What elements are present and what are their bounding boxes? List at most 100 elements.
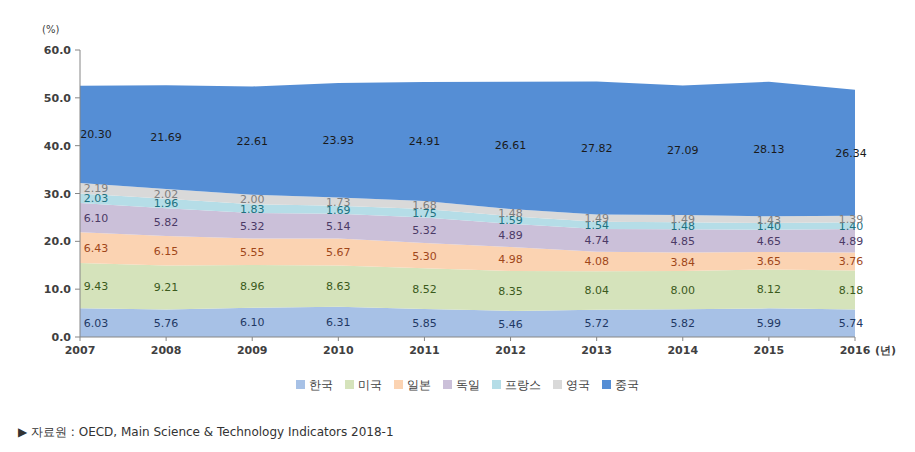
legend-swatch — [296, 380, 305, 389]
data-label: 1.49 — [671, 213, 696, 226]
data-label: 27.09 — [667, 144, 699, 157]
data-label: 24.91 — [409, 135, 441, 148]
legend: 한국 미국 일본 독일 프랑스 영국 중국 — [296, 378, 639, 392]
data-label: 4.89 — [839, 235, 864, 248]
data-label: 1.48 — [498, 207, 523, 220]
legend-item: 중국 — [602, 378, 639, 392]
areas — [80, 81, 855, 337]
data-label: 5.46 — [498, 318, 523, 331]
x-tick — [166, 337, 167, 341]
data-label: 8.04 — [584, 284, 609, 297]
data-label: 26.61 — [495, 139, 527, 152]
y-tick-label: 0.0 — [52, 331, 72, 344]
legend-item: 영국 — [553, 378, 590, 392]
y-tick — [75, 50, 80, 51]
area — [80, 263, 855, 311]
x-tick — [338, 337, 339, 341]
x-tick — [682, 337, 683, 341]
x-tick-label: 2008 — [151, 344, 182, 357]
x-tick — [252, 337, 253, 341]
data-label: 3.84 — [671, 256, 696, 269]
legend-label: 영국 — [566, 378, 590, 392]
data-labels: 6.035.766.106.315.855.465.725.825.995.74… — [80, 128, 867, 331]
y-tick — [75, 241, 80, 242]
y-tick-label: 30.0 — [44, 188, 71, 201]
x-tick-label: 2010 — [323, 344, 354, 357]
x-tick — [510, 337, 511, 341]
data-label: 4.85 — [671, 235, 696, 248]
data-label: 1.49 — [584, 212, 609, 225]
legend-swatch — [553, 380, 562, 389]
data-label: 27.82 — [581, 142, 613, 155]
legend-swatch — [345, 380, 354, 389]
data-label: 5.99 — [757, 317, 782, 330]
data-label: 5.72 — [584, 317, 609, 330]
x-tick — [80, 337, 81, 341]
data-label: 4.89 — [498, 229, 523, 242]
data-label: 1.39 — [839, 213, 864, 226]
data-label: 8.52 — [412, 283, 437, 296]
data-label: 5.32 — [240, 220, 265, 233]
data-label: 9.43 — [84, 280, 109, 293]
y-tick-label: 50.0 — [44, 92, 71, 105]
x-tick-label: 2013 — [581, 344, 612, 357]
legend-item: 프랑스 — [492, 378, 541, 392]
y-tick-label: 40.0 — [44, 140, 71, 153]
data-label: 3.65 — [757, 255, 782, 268]
data-label: 2.02 — [154, 188, 179, 201]
x-tick — [424, 337, 425, 341]
data-label: 8.12 — [757, 283, 782, 296]
legend-item: 일본 — [394, 378, 431, 392]
data-label: 1.73 — [326, 196, 351, 209]
legend-label: 미국 — [358, 378, 382, 392]
data-label: 8.63 — [326, 280, 351, 293]
data-label: 6.31 — [326, 316, 351, 329]
y-tick — [75, 145, 80, 146]
x-tick — [596, 337, 597, 341]
y-tick — [75, 289, 80, 290]
data-label: 6.15 — [154, 245, 179, 258]
data-label: 5.82 — [671, 317, 696, 330]
legend-label: 일본 — [407, 378, 431, 392]
data-label: 4.65 — [757, 235, 782, 248]
data-label: 5.55 — [240, 246, 265, 259]
legend-label: 독일 — [456, 378, 480, 392]
data-label: 23.93 — [323, 134, 355, 147]
data-label: 5.82 — [154, 216, 179, 229]
legend-label: 한국 — [309, 378, 333, 392]
data-label: 4.08 — [584, 255, 609, 268]
y-tick — [75, 193, 80, 194]
data-label: 6.03 — [84, 317, 109, 330]
legend-item: 독일 — [443, 378, 480, 392]
x-axis-line — [80, 337, 855, 338]
axes: 0.010.020.030.040.050.060.02007200820092… — [44, 44, 871, 357]
data-label: 2.00 — [240, 193, 265, 206]
y-tick — [75, 97, 80, 98]
y-axis-label: (%) — [42, 24, 59, 35]
legend-swatch — [394, 380, 403, 389]
data-label: 5.30 — [412, 250, 437, 263]
data-label: 20.30 — [80, 128, 112, 141]
data-label: 1.43 — [757, 214, 782, 227]
x-axis-label: (년) — [875, 344, 896, 357]
data-label: 8.35 — [498, 285, 523, 298]
x-tick-label: 2016 — [840, 344, 871, 357]
data-label: 6.43 — [84, 242, 109, 255]
y-tick-label: 60.0 — [44, 44, 71, 57]
data-label: 6.10 — [84, 212, 109, 225]
data-label: 5.14 — [326, 220, 351, 233]
data-label: 8.96 — [240, 280, 265, 293]
x-tick-label: 2012 — [495, 344, 526, 357]
x-tick-label: 2014 — [667, 344, 698, 357]
legend-label: 프랑스 — [505, 378, 541, 392]
data-label: 2.19 — [84, 182, 109, 195]
source-note: ▶ 자료원 : OECD, Main Science & Technology … — [18, 425, 394, 439]
data-label: 8.00 — [671, 284, 696, 297]
legend-label: 중국 — [615, 378, 639, 392]
legend-item: 한국 — [296, 378, 333, 392]
x-tick-label: 2007 — [65, 344, 96, 357]
data-label: 5.85 — [412, 317, 437, 330]
data-label: 8.18 — [839, 284, 864, 297]
area — [80, 307, 855, 337]
chart: 0.010.020.030.040.050.060.02007200820092… — [0, 0, 915, 452]
